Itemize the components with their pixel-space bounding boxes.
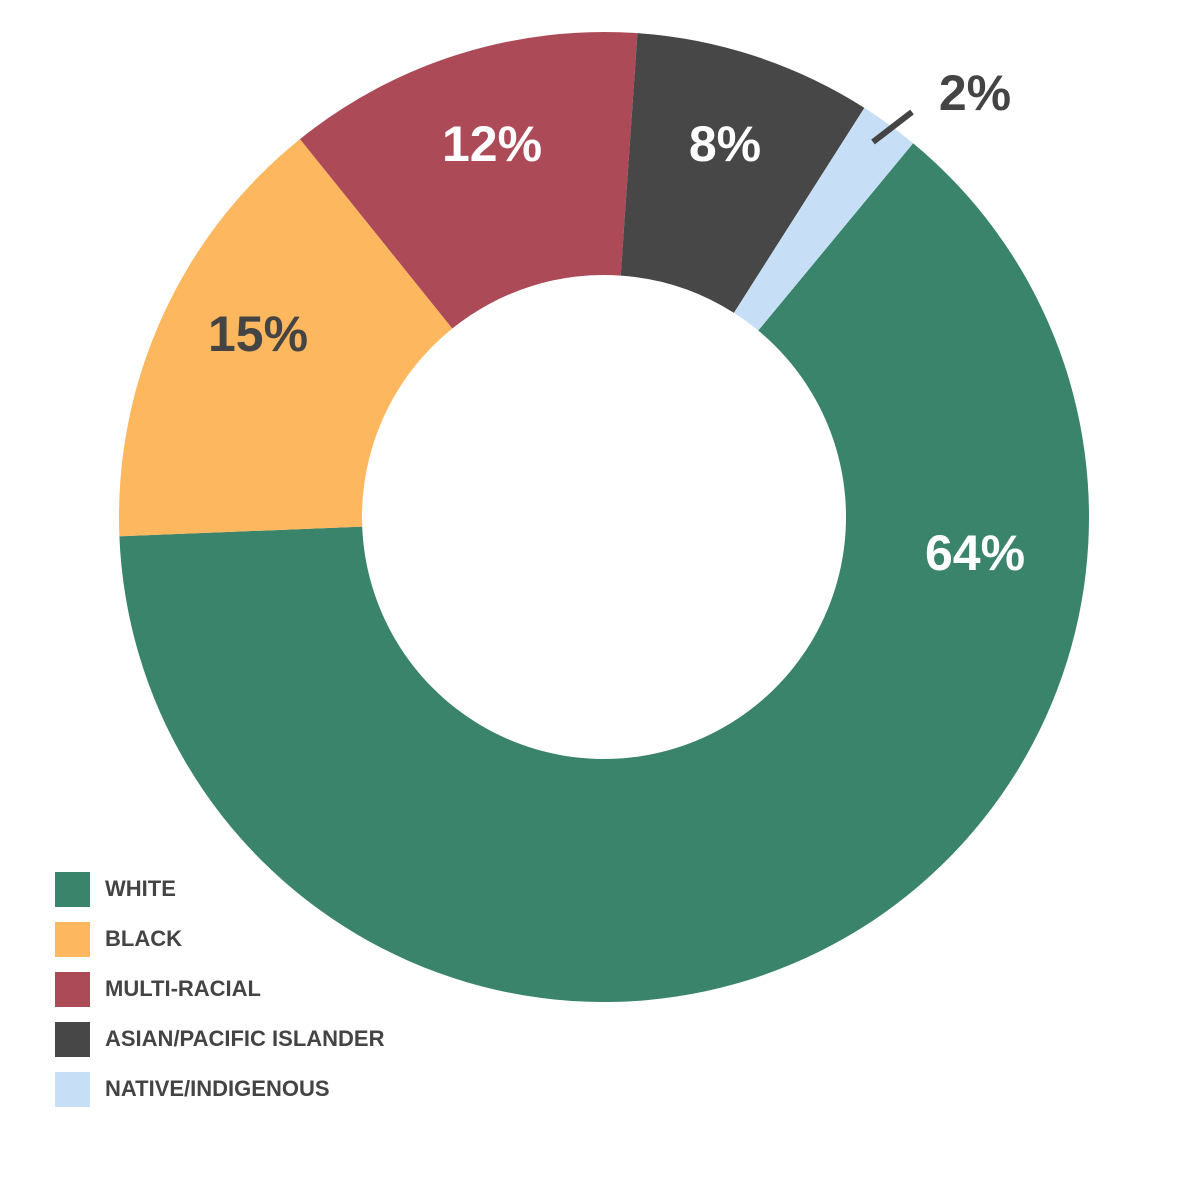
value-label: 8% xyxy=(689,116,761,172)
value-label: 15% xyxy=(208,306,308,362)
value-label: 2% xyxy=(939,65,1011,121)
legend-label: ASIAN/PACIFIC ISLANDER xyxy=(105,1026,385,1051)
donut-slice xyxy=(733,107,914,331)
legend-swatch xyxy=(55,1072,90,1107)
legend-swatch xyxy=(55,1022,90,1057)
donut-slice xyxy=(119,143,1090,1002)
legend-swatch xyxy=(55,872,90,907)
legend-label: MULTI-RACIAL xyxy=(105,976,261,1001)
donut-slice xyxy=(119,139,453,537)
value-label: 64% xyxy=(925,525,1025,581)
legend-label: NATIVE/INDIGENOUS xyxy=(105,1076,330,1101)
legend-swatch xyxy=(55,922,90,957)
legend-swatch xyxy=(55,972,90,1007)
donut-slice xyxy=(299,32,638,329)
legend-label: BLACK xyxy=(105,926,182,951)
donut-slice xyxy=(620,33,865,313)
value-label: 12% xyxy=(442,116,542,172)
legend-label: WHITE xyxy=(105,876,176,901)
leader-line xyxy=(871,109,914,145)
